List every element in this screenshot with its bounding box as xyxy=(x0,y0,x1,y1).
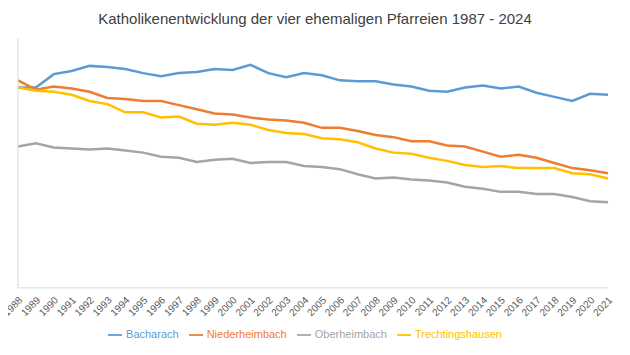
html-text:Niederheimbach: Niederheimbach xyxy=(206,327,287,340)
svg-text:1990: 1990 xyxy=(37,294,61,318)
svg-text:1997: 1997 xyxy=(162,294,186,318)
svg-text:2008: 2008 xyxy=(358,294,382,318)
svg-text:1991: 1991 xyxy=(55,294,79,318)
svg-text:2013: 2013 xyxy=(448,294,472,318)
svg-text:2006: 2006 xyxy=(323,294,347,318)
svg-text:2001: 2001 xyxy=(233,294,257,318)
svg-text:1993: 1993 xyxy=(90,294,114,318)
svg-text:2010: 2010 xyxy=(394,294,418,318)
svg-text:2016: 2016 xyxy=(502,294,526,318)
svg-text:2020: 2020 xyxy=(573,294,597,318)
html-text:Bacharach: Bacharach xyxy=(126,327,179,340)
html-text:Katholikenentwicklung der vier: Katholikenentwicklung der vier ehemalige… xyxy=(98,10,532,27)
svg-text:2000: 2000 xyxy=(215,294,239,318)
html-text:Trechtingshausen: Trechtingshausen xyxy=(414,327,502,340)
svg-text:1989: 1989 xyxy=(19,294,43,318)
svg-text:2011: 2011 xyxy=(412,294,436,318)
svg-text:2004: 2004 xyxy=(287,294,311,318)
svg-text:1992: 1992 xyxy=(72,294,96,318)
svg-text:2009: 2009 xyxy=(376,294,400,318)
svg-text:1994: 1994 xyxy=(108,294,132,318)
svg-text:2007: 2007 xyxy=(341,294,365,318)
svg-text:2018: 2018 xyxy=(537,294,561,318)
svg-text:1996: 1996 xyxy=(144,294,168,318)
svg-text:2014: 2014 xyxy=(466,294,490,318)
svg-text:2017: 2017 xyxy=(519,294,543,318)
svg-text:2002: 2002 xyxy=(251,294,275,318)
svg-text:2019: 2019 xyxy=(555,294,579,318)
svg-text:2005: 2005 xyxy=(305,294,329,318)
svg-text:1995: 1995 xyxy=(126,294,150,318)
svg-text:1998: 1998 xyxy=(180,294,204,318)
svg-text:2003: 2003 xyxy=(269,294,293,318)
svg-text:2021: 2021 xyxy=(591,294,615,318)
svg-text:2015: 2015 xyxy=(484,294,508,318)
svg-text:1999: 1999 xyxy=(198,294,222,318)
svg-text:2012: 2012 xyxy=(430,294,454,318)
html-text:Oberheimbach: Oberheimbach xyxy=(314,327,387,340)
